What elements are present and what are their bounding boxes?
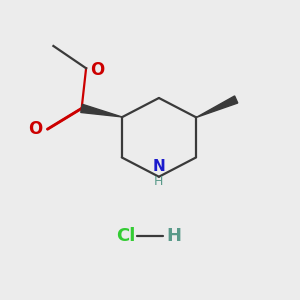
Text: O: O bbox=[91, 61, 105, 79]
Polygon shape bbox=[81, 104, 122, 117]
Text: N: N bbox=[152, 159, 165, 174]
Text: O: O bbox=[28, 120, 42, 138]
Text: Cl: Cl bbox=[116, 227, 135, 245]
Text: H: H bbox=[166, 227, 181, 245]
Polygon shape bbox=[196, 96, 238, 118]
Text: H: H bbox=[154, 175, 164, 188]
